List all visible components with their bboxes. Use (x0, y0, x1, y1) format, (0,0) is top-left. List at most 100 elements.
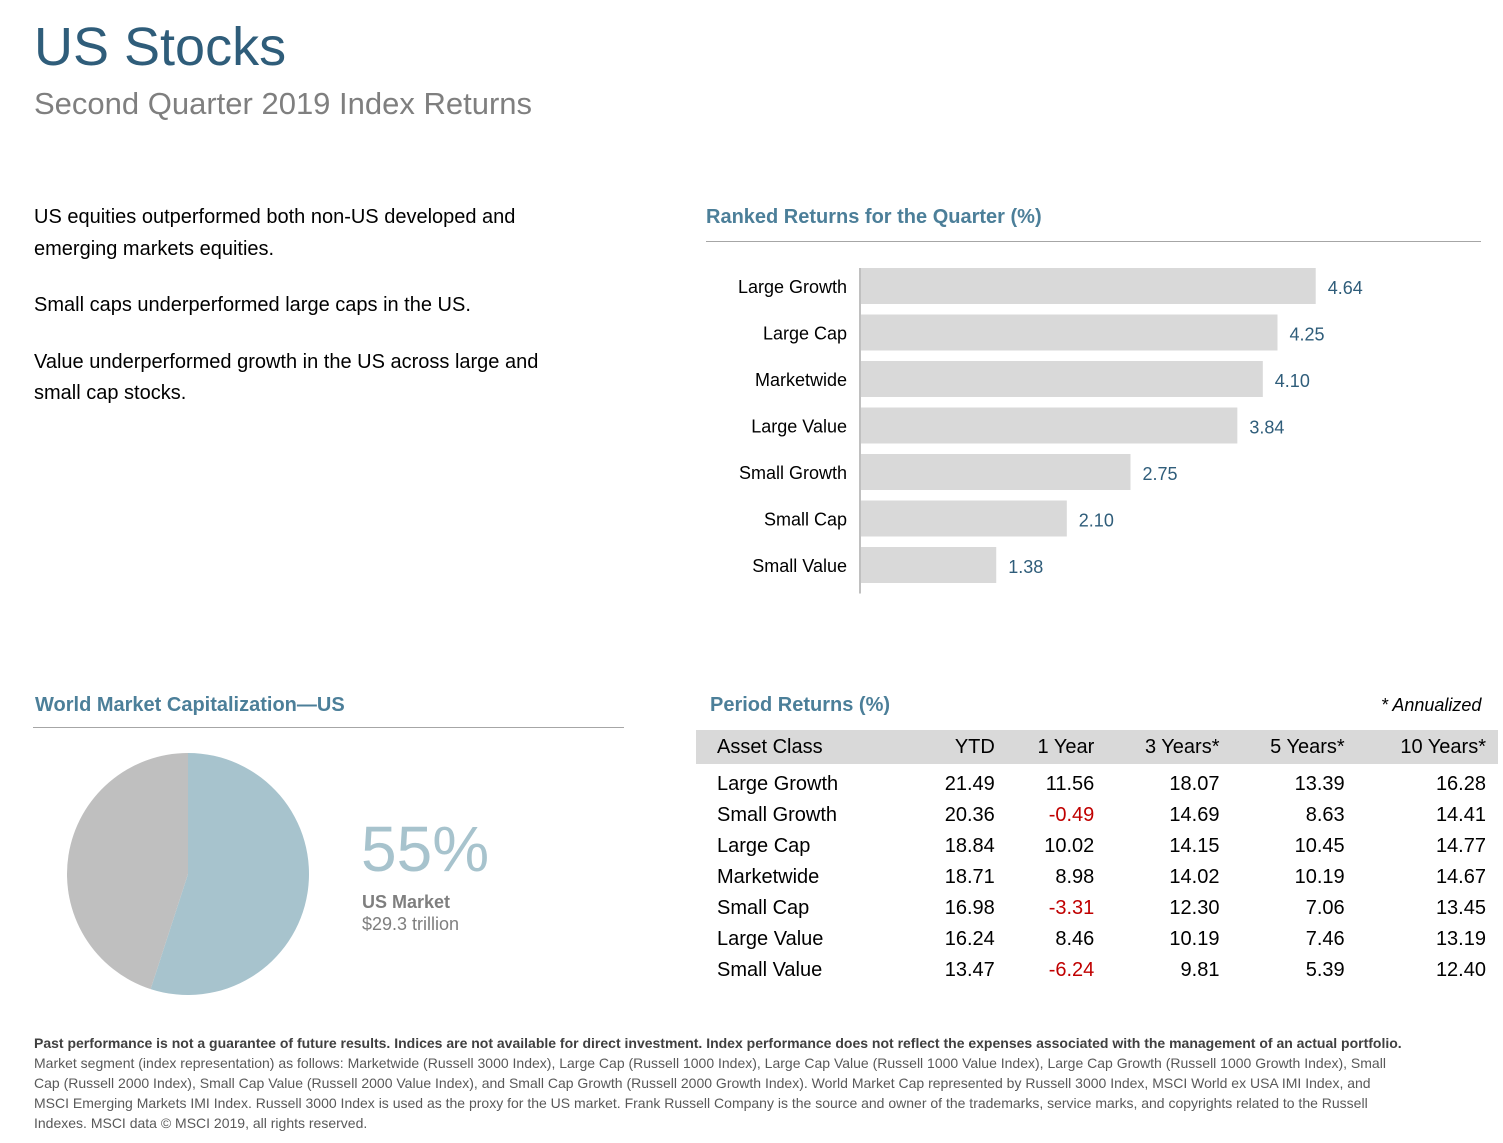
value-label: 2.75 (1143, 464, 1178, 484)
return-cell: 12.40 (1435, 959, 1486, 981)
bar (861, 547, 997, 583)
return-cell: 13.39 (1294, 773, 1345, 795)
world-cap-divider (33, 727, 624, 728)
return-cell: 14.67 (1435, 866, 1486, 888)
return-cell: -6.24 (1048, 959, 1095, 981)
asset-class-cell: Marketwide (717, 866, 820, 888)
table-row: Small Cap 16.98 -3.31 12.30 7.06 13.45 (696, 893, 1498, 924)
return-cell: 16.28 (1435, 773, 1486, 795)
table-row: Small Value 13.47 -6.24 9.81 5.39 12.40 (696, 955, 1498, 986)
column-header: 3 Years* (1144, 735, 1220, 758)
table-row: Large Cap 18.84 10.02 14.15 10.45 14.77 (696, 831, 1498, 862)
ranked-returns-divider (706, 241, 1481, 242)
return-cell: 14.15 (1169, 835, 1220, 857)
return-cell: 8.98 (1055, 866, 1095, 888)
column-header: 1 Year (1037, 735, 1095, 758)
category-label: Small Value (752, 556, 847, 576)
return-cell: 11.56 (1045, 773, 1095, 795)
column-header: 5 Years* (1270, 735, 1345, 758)
return-cell: 13.45 (1435, 897, 1486, 919)
bar (861, 407, 1238, 444)
annualized-note: * Annualized (1381, 695, 1482, 715)
return-cell: 16.98 (944, 897, 995, 919)
return-cell: 21.49 (944, 773, 995, 795)
category-label: Large Growth (738, 277, 847, 297)
ranked-returns-svg: Large Growth 4.64 Large Cap 4.25 Marketwide 4… (738, 268, 1363, 594)
column-header: YTD (954, 735, 995, 758)
column-header: Asset Class (717, 735, 823, 758)
return-cell: 10.45 (1294, 835, 1345, 857)
period-returns-title: Period Returns (%) (710, 694, 891, 716)
value-label: 4.10 (1275, 371, 1310, 391)
return-cell: 18.07 (1169, 773, 1220, 795)
world-cap-title: World Market Capitalization—US (35, 694, 345, 716)
ranked-returns-chart: Large Growth 4.64 Large Cap 4.25 Marketwide 4… (700, 258, 1500, 598)
pie-slice-us (150, 753, 310, 995)
bar (861, 500, 1067, 537)
table-row: Marketwide 18.71 8.98 14.02 10.19 14.67 (696, 862, 1498, 893)
return-cell: 14.41 (1435, 804, 1486, 826)
disclaimer: Past performance is not a guarantee of f… (34, 1033, 1404, 1133)
return-cell: 14.69 (1169, 804, 1220, 826)
pie-slice-rest (67, 753, 188, 990)
disclaimer-bold: Past performance is not a guarantee of f… (34, 1035, 1402, 1051)
category-label: Large Value (751, 417, 847, 437)
disclaimer-text: Market segment (index representation) as… (34, 1055, 1386, 1131)
asset-class-cell: Large Growth (717, 773, 839, 795)
page-subtitle: Second Quarter 2019 Index Returns (34, 86, 533, 121)
bar (861, 268, 1316, 304)
bar (861, 454, 1131, 490)
summary-point: Small caps underperformed large caps in … (34, 294, 471, 316)
column-header: 10 Years* (1400, 735, 1486, 758)
asset-class-cell: Small Growth (717, 804, 838, 826)
value-label: 2.10 (1079, 511, 1114, 531)
category-label: Marketwide (755, 370, 847, 390)
summary-point: US equities outperformed both non-US dev… (34, 206, 516, 260)
return-cell: 7.46 (1305, 928, 1345, 950)
return-cell: 18.84 (944, 835, 995, 857)
value-label: 3.84 (1249, 418, 1284, 438)
return-cell: -3.31 (1048, 897, 1095, 919)
category-label: Small Growth (739, 463, 847, 483)
table-row: Large Value 16.24 8.46 10.19 7.46 13.19 (696, 924, 1498, 955)
world-cap-pie (64, 750, 312, 998)
return-cell: 10.19 (1294, 866, 1345, 888)
summary-text: US equities outperformed both non-US dev… (34, 202, 564, 435)
category-label: Small Cap (764, 510, 847, 530)
bar (861, 361, 1263, 397)
asset-class-cell: Small Cap (717, 897, 810, 919)
return-cell: 7.06 (1305, 897, 1345, 919)
return-cell: 16.24 (944, 928, 995, 950)
value-label: 4.25 (1290, 325, 1325, 345)
table-row: Large Growth 21.49 11.56 18.07 13.39 16.28 (696, 764, 1498, 800)
page-title: US Stocks (34, 17, 287, 77)
return-cell: 12.30 (1169, 897, 1220, 919)
return-cell: 9.81 (1180, 959, 1220, 981)
us-market-label: US Market (362, 892, 451, 912)
summary-point: Value underperformed growth in the US ac… (34, 350, 539, 405)
period-returns-table: Asset Class YTD 1 Year 3 Years* 5 Years*… (696, 730, 1498, 986)
value-label: 4.64 (1328, 278, 1363, 298)
return-cell: 8.63 (1305, 804, 1345, 826)
return-cell: 10.02 (1044, 835, 1095, 857)
ranked-returns-title: Ranked Returns for the Quarter (%) (706, 206, 1042, 228)
return-cell: 20.36 (944, 804, 995, 826)
return-cell: 14.02 (1169, 866, 1220, 888)
asset-class-cell: Small Value (717, 959, 823, 981)
world-cap-pie-svg (67, 753, 310, 995)
return-cell: 14.77 (1435, 835, 1486, 857)
bar (861, 314, 1278, 351)
return-cell: 18.71 (944, 866, 995, 888)
table-header-row: Asset Class YTD 1 Year 3 Years* 5 Years*… (696, 730, 1498, 764)
return-cell: 13.47 (944, 959, 995, 981)
value-label: 1.38 (1008, 557, 1043, 577)
return-cell: 5.39 (1305, 959, 1345, 981)
return-cell: 10.19 (1169, 928, 1220, 950)
category-label: Large Cap (763, 324, 847, 344)
return-cell: 13.19 (1435, 928, 1486, 950)
return-cell: 8.46 (1055, 928, 1095, 950)
asset-class-cell: Large Value (717, 928, 824, 950)
return-cell: -0.49 (1048, 804, 1095, 826)
asset-class-cell: Large Cap (717, 835, 811, 857)
table-row: Small Growth 20.36 -0.49 14.69 8.63 14.41 (696, 800, 1498, 831)
